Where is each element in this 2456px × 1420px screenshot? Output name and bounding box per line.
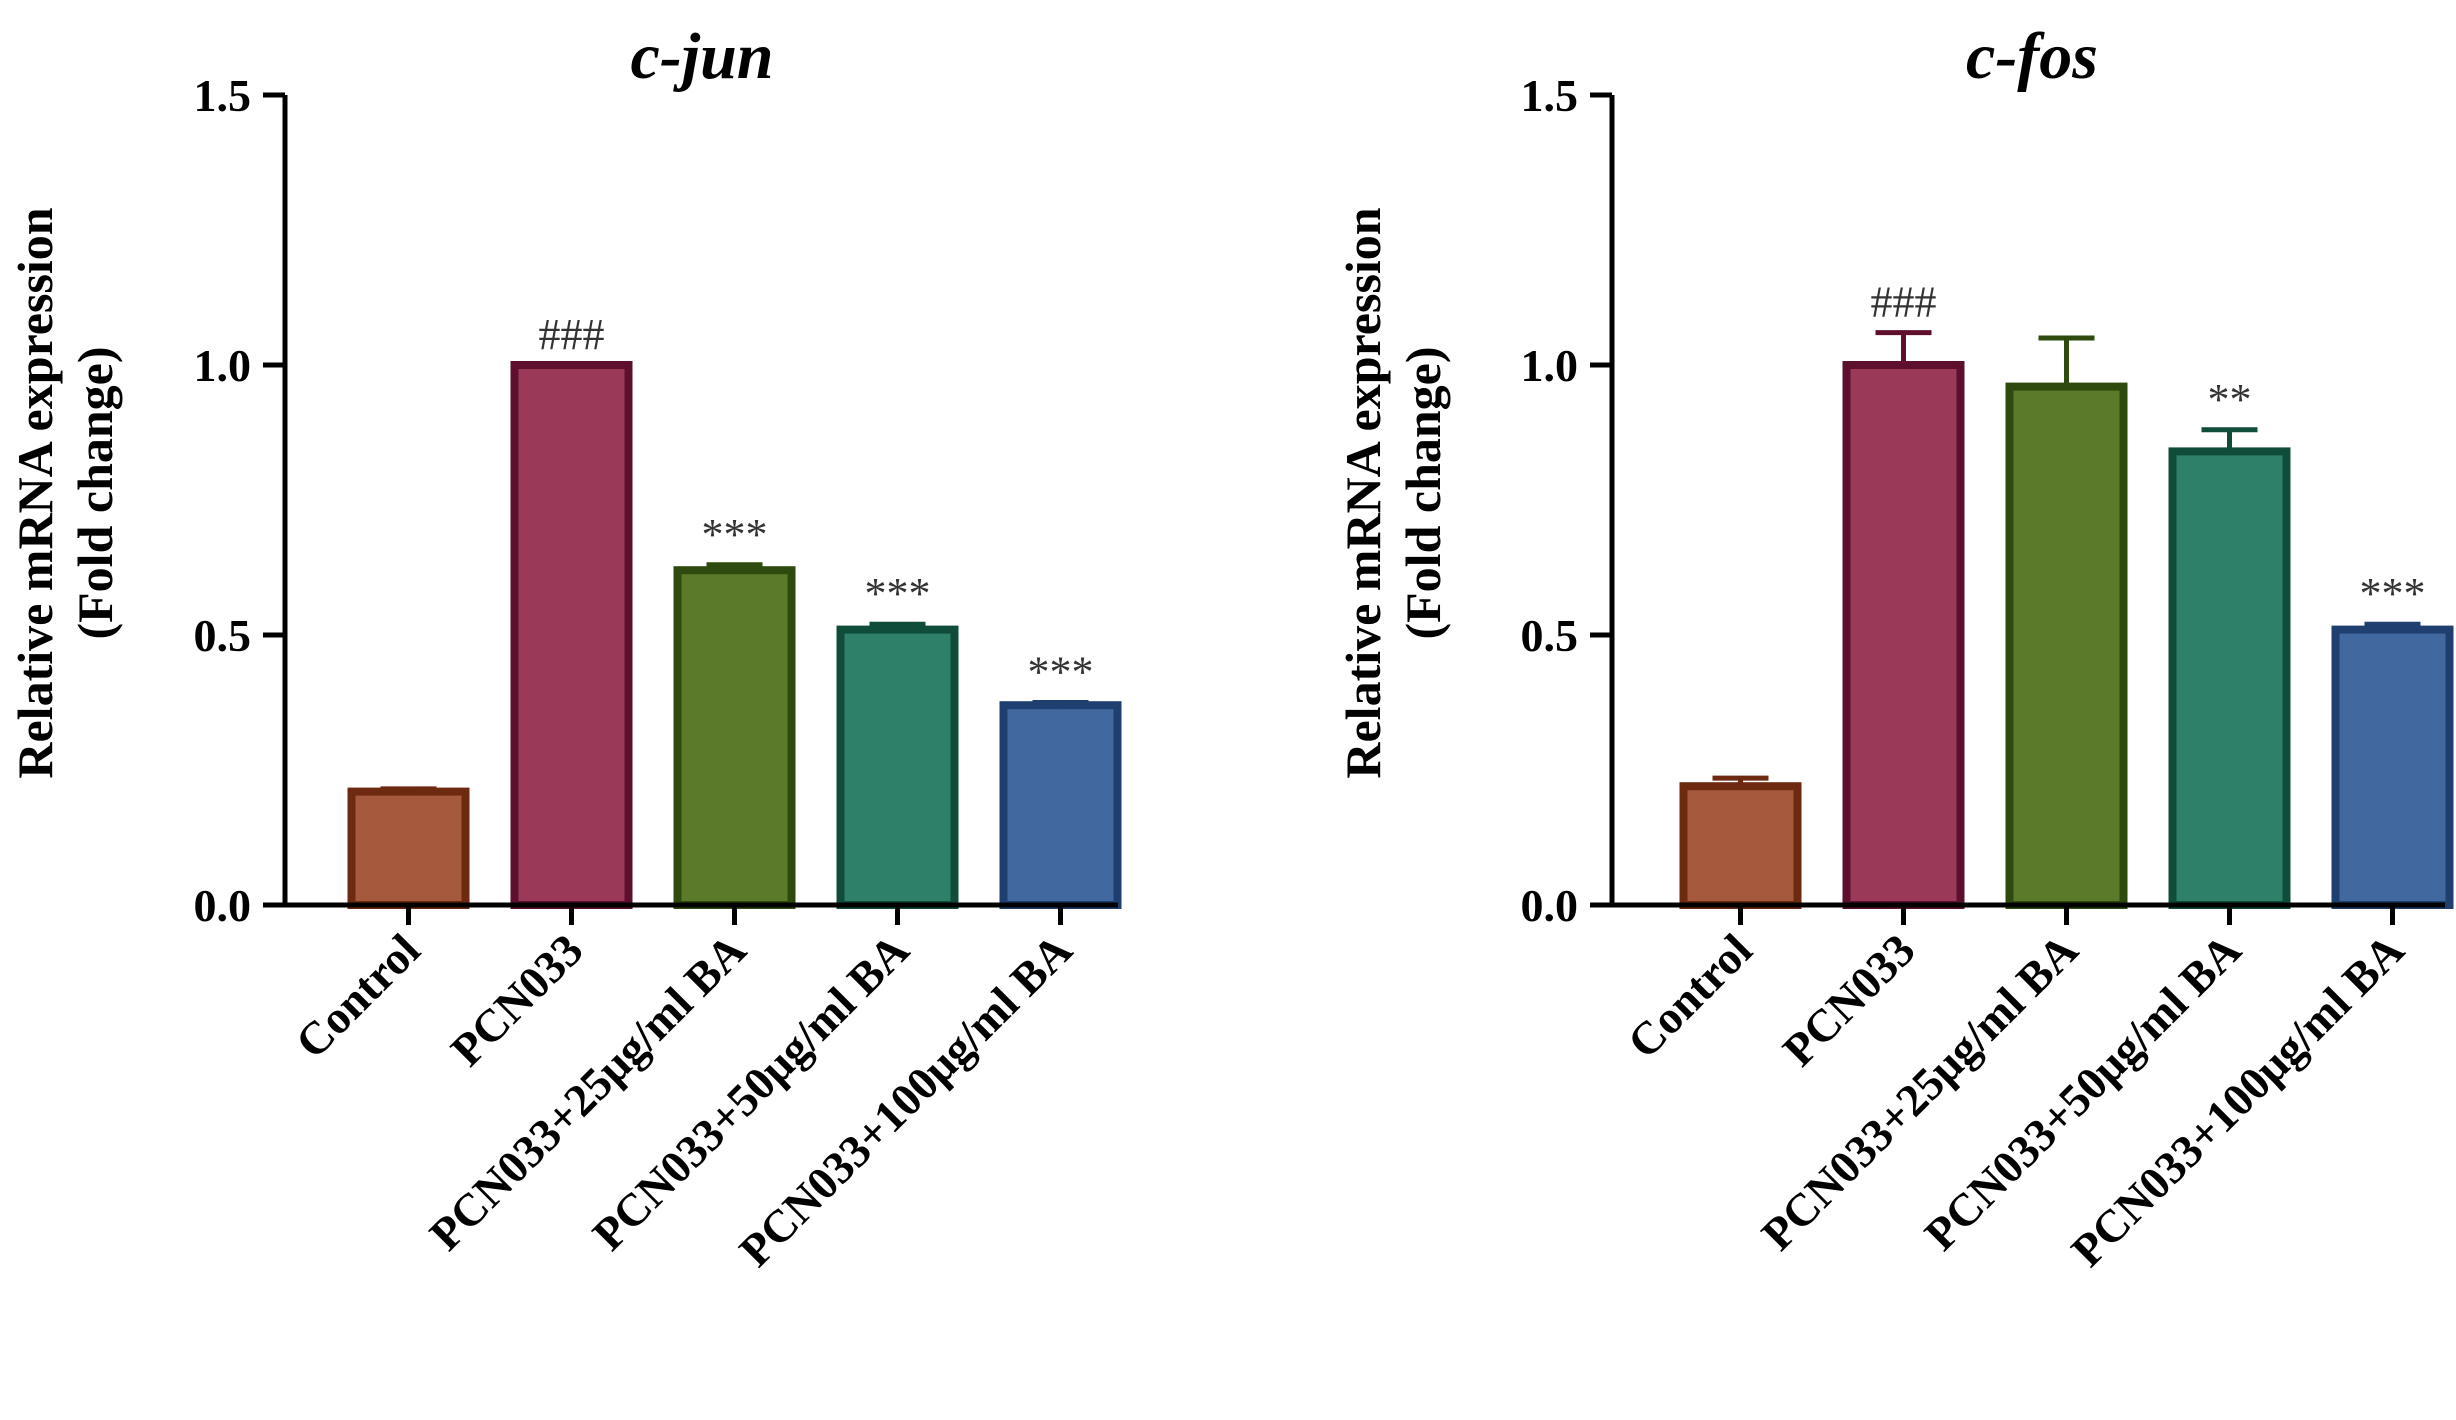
chart-title: c-fos: [1966, 20, 2098, 93]
significance-label: **: [2208, 375, 2252, 424]
error-bar-4: [869, 621, 926, 630]
y-tick-label: 0.5: [194, 610, 252, 661]
error-bar-2: [1875, 330, 1932, 365]
bar-1: [1679, 782, 1802, 910]
error-bar-5: [2364, 621, 2421, 630]
bar-2: [510, 361, 633, 909]
y-tick-label: 1.5: [194, 70, 252, 121]
y-axis-label-line2: (Fold change): [1395, 346, 1451, 639]
bar-4: [836, 625, 959, 909]
x-tick-label: Control: [1618, 924, 1762, 1068]
bar-2: [1842, 361, 1965, 909]
x-tick-label: PCN033+100μg/ml BA: [2061, 924, 2413, 1276]
error-bar-5: [1032, 700, 1089, 706]
error-bar-1: [380, 786, 437, 792]
bar-5: [999, 701, 1122, 910]
plot-area: Control ### PCN033 *** PCN033+25μg/ml BA *** P…: [194, 70, 1122, 1276]
bar-1: [347, 787, 470, 909]
y-tick-label: 1.5: [1521, 70, 1579, 121]
significance-label: ###: [1871, 278, 1937, 327]
x-tick-label: PCN033+50μg/ml BA: [1915, 924, 2251, 1260]
significance-label: ***: [702, 510, 768, 559]
x-tick-label: PCN033+50μg/ml BA: [583, 924, 919, 1260]
x-tick-label: PCN033: [1773, 924, 1925, 1076]
bar-4: [2168, 447, 2291, 909]
chart-title: c-jun: [630, 20, 773, 93]
x-tick-label: PCN033+100μg/ml BA: [729, 924, 1081, 1276]
y-tick-label: 1.0: [194, 340, 252, 391]
chart-c-jun: c-jun Relative mRNA expression (Fold cha…: [7, 20, 1122, 1276]
x-tick-label: PCN033+25μg/ml BA: [420, 924, 756, 1260]
significance-label: ###: [539, 310, 605, 359]
significance-label: ***: [865, 569, 931, 618]
y-tick-label: 0.0: [1521, 880, 1579, 931]
y-tick-label: 0.5: [1521, 610, 1579, 661]
y-axis-label-line1: Relative mRNA expression: [1335, 207, 1391, 778]
y-axis-label-line1: Relative mRNA expression: [7, 207, 63, 778]
x-tick-label: PCN033: [441, 924, 593, 1076]
significance-label: ***: [1028, 648, 1094, 697]
error-bar-3: [706, 562, 763, 571]
bar-3: [673, 566, 796, 909]
error-bar-1: [1712, 775, 1769, 787]
y-tick-label: 0.0: [194, 880, 252, 931]
bar-5: [2331, 625, 2454, 909]
error-bar-3: [2038, 335, 2095, 387]
y-axis-label-line2: (Fold change): [67, 346, 123, 639]
x-tick-label: PCN033+25μg/ml BA: [1752, 924, 2088, 1260]
significance-label: ***: [2360, 569, 2426, 618]
chart-c-fos: c-fos Relative mRNA expression (Fold cha…: [1335, 20, 2454, 1276]
x-tick-label: Control: [286, 924, 430, 1068]
bar-3: [2005, 382, 2128, 910]
error-bar-4: [2201, 427, 2258, 452]
y-tick-label: 1.0: [1521, 340, 1579, 391]
